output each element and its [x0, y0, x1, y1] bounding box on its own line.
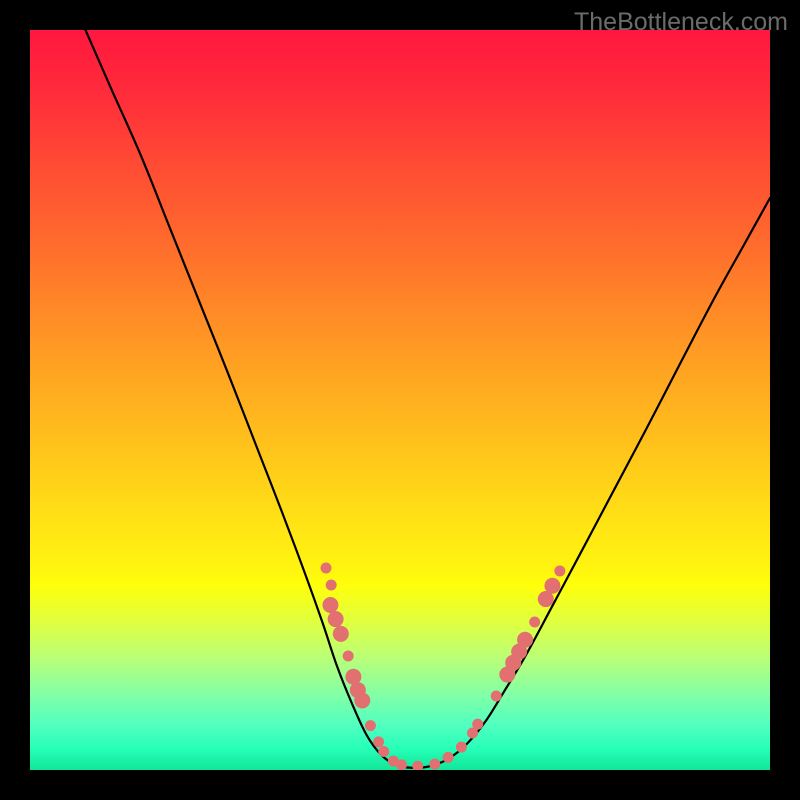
- marker-point: [554, 565, 565, 576]
- marker-point: [443, 752, 454, 763]
- marker-point: [529, 617, 540, 628]
- plot-area: [30, 30, 770, 770]
- marker-point: [326, 580, 337, 591]
- canvas: TheBottleneck.com: [0, 0, 800, 800]
- marker-point: [328, 611, 344, 627]
- marker-point: [378, 746, 389, 757]
- marker-point: [343, 651, 354, 662]
- marker-point: [396, 759, 407, 770]
- marker-point: [373, 736, 384, 747]
- marker-point: [456, 742, 467, 753]
- watermark-text: TheBottleneck.com: [574, 8, 788, 37]
- plot-svg: [30, 30, 770, 770]
- marker-point: [321, 562, 332, 573]
- marker-point: [491, 691, 502, 702]
- marker-point: [365, 720, 376, 731]
- marker-point: [322, 597, 338, 613]
- marker-point: [429, 759, 440, 770]
- marker-point: [544, 578, 560, 594]
- plot-background: [30, 30, 770, 770]
- marker-point: [472, 719, 483, 730]
- marker-point: [354, 692, 370, 708]
- marker-point: [517, 632, 533, 648]
- marker-point: [333, 626, 349, 642]
